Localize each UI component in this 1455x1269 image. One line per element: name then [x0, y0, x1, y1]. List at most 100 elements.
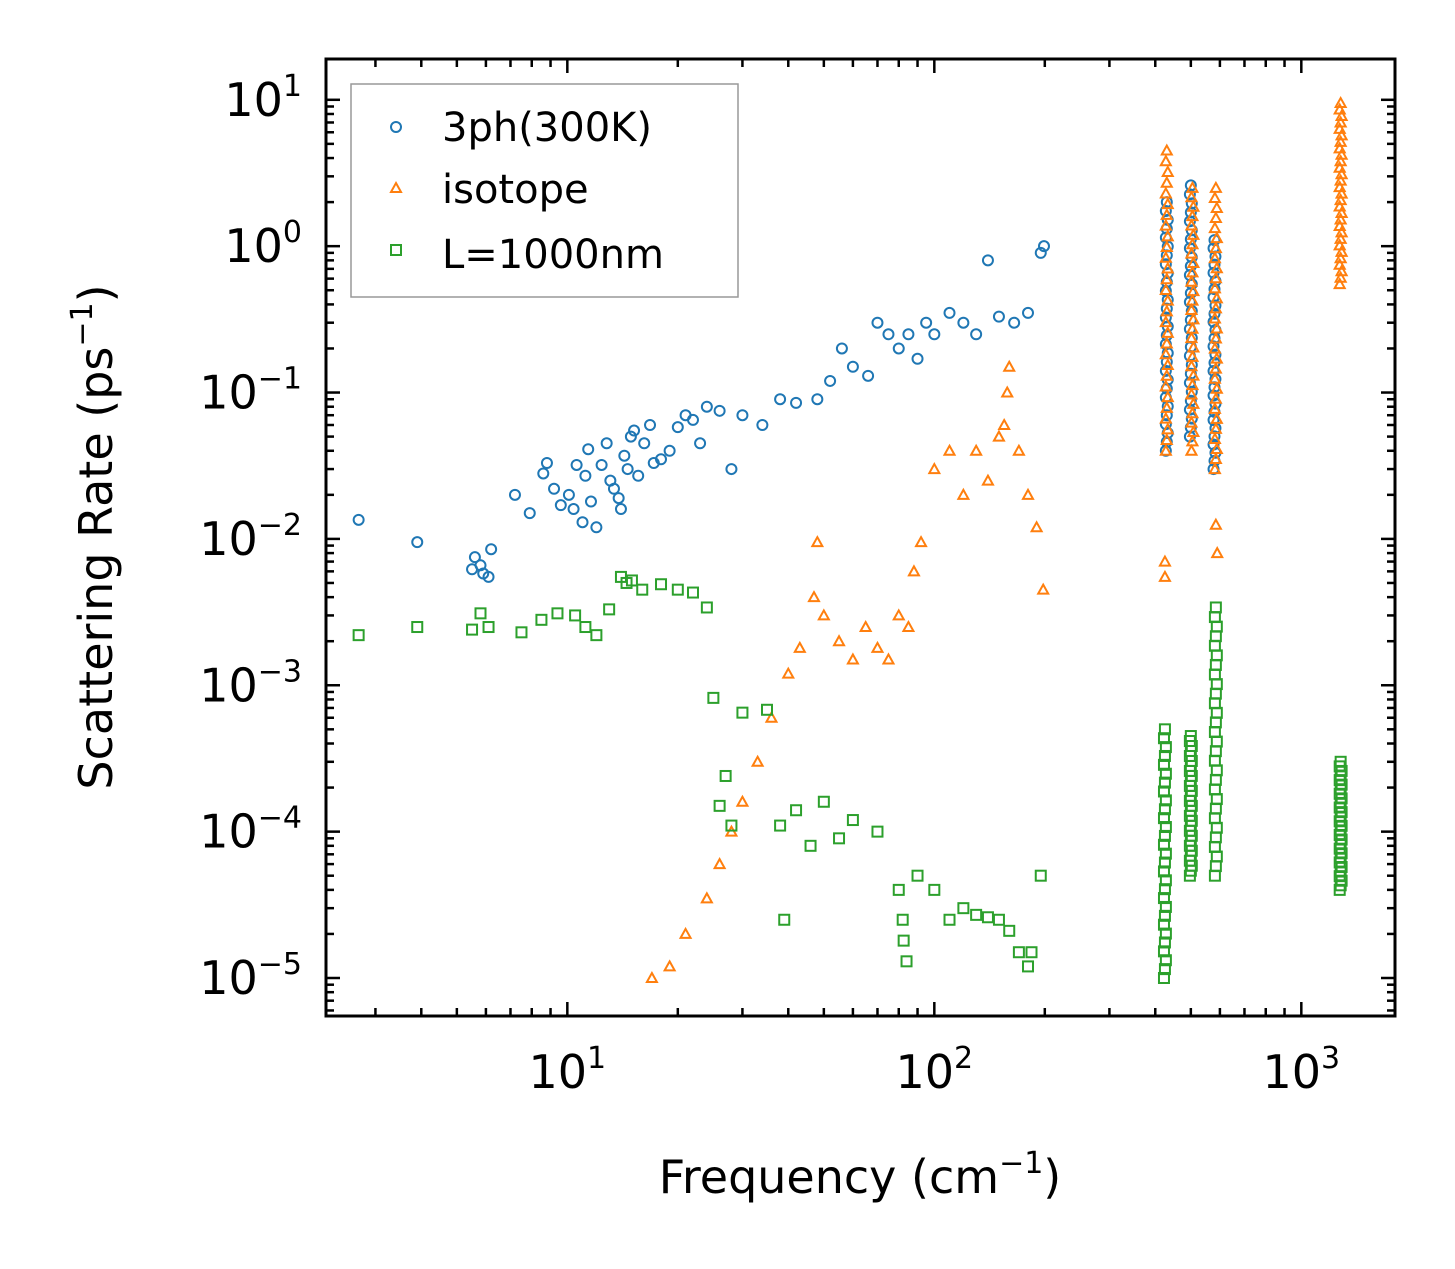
band-point: [1209, 299, 1222, 312]
data-point: [920, 316, 933, 329]
data-point: [662, 959, 677, 972]
band-point: [1160, 336, 1174, 349]
data-point: [882, 328, 895, 341]
data-point: [1003, 924, 1016, 937]
band-point: [1333, 257, 1347, 270]
data-point: [900, 955, 913, 968]
band-point: [1160, 409, 1173, 422]
band-point: [1157, 732, 1170, 745]
band-point: [1334, 244, 1349, 257]
data-point: [540, 457, 553, 470]
data-point: [725, 463, 738, 476]
band-point: [1158, 909, 1171, 922]
data-point: [833, 832, 846, 845]
band-point: [1161, 325, 1175, 338]
band-point: [1334, 147, 1349, 160]
band-point: [1333, 180, 1347, 193]
data-point: [713, 404, 726, 417]
band-point: [1207, 340, 1220, 353]
legend-marker-l1000nm: [390, 244, 402, 256]
series-1-markers: [645, 96, 1349, 983]
data-point: [644, 419, 657, 432]
data-point: [992, 310, 1005, 323]
band-point: [1208, 462, 1222, 475]
data-point: [554, 499, 567, 512]
legend-marker-3ph: [390, 121, 402, 133]
band-point: [1184, 274, 1199, 287]
band-point: [1160, 175, 1174, 188]
band-point: [1333, 160, 1347, 173]
data-point: [508, 488, 521, 501]
band-point: [1210, 441, 1224, 454]
band-point: [1159, 311, 1172, 324]
band-point: [1186, 368, 1201, 381]
data-point: [892, 883, 905, 896]
band-point: [1186, 284, 1201, 297]
data-point: [736, 706, 749, 719]
band-point: [1333, 154, 1348, 167]
y-tick-label: 10−5: [199, 947, 302, 1005]
data-point: [474, 607, 487, 620]
x-tick-label: 101: [529, 1041, 607, 1099]
y-tick-label: 10−4: [199, 801, 302, 859]
data-point: [700, 400, 713, 413]
data-point: [624, 430, 637, 443]
data-point: [579, 469, 592, 482]
data-point: [1025, 946, 1038, 959]
data-point: [832, 634, 846, 647]
band-point: [1159, 282, 1173, 295]
data-point: [970, 328, 983, 341]
data-point: [671, 421, 684, 434]
band-point: [1184, 190, 1199, 203]
data-point: [911, 352, 924, 365]
band-point: [1161, 164, 1175, 178]
data-point: [870, 640, 885, 653]
band-point: [1185, 293, 1200, 306]
band-point: [1159, 847, 1172, 860]
legend: 3ph(300K) isotope L=1000nm: [350, 83, 739, 298]
band-point: [1333, 193, 1348, 206]
data-point: [778, 913, 791, 926]
band-point: [1160, 207, 1174, 220]
data-point: [567, 503, 580, 516]
data-point: [548, 482, 561, 495]
band-point: [1160, 355, 1173, 368]
band-point: [1333, 212, 1348, 225]
data-point: [1209, 517, 1223, 530]
band-point: [1208, 190, 1222, 203]
band-point: [1333, 173, 1348, 186]
band-point: [1157, 838, 1170, 851]
data-point: [655, 453, 668, 466]
data-point: [590, 521, 603, 534]
band-point: [1333, 102, 1347, 115]
y-tick-label: 101: [224, 69, 302, 127]
data-point: [411, 621, 424, 634]
band-point: [1209, 180, 1223, 193]
data-point: [750, 754, 765, 767]
band-point: [1209, 421, 1223, 434]
band-point: [1333, 251, 1348, 264]
band-point: [1207, 414, 1220, 427]
legend-label-isotope: isotope: [442, 167, 589, 213]
band-point: [1185, 209, 1200, 222]
band-point: [1209, 361, 1223, 374]
band-point: [1184, 415, 1199, 428]
data-point: [725, 819, 738, 832]
band-point: [1157, 758, 1170, 771]
band-point: [1209, 301, 1223, 314]
band-point: [1159, 821, 1172, 834]
data-point: [756, 419, 769, 432]
data-point: [671, 583, 684, 596]
band-point: [1186, 255, 1201, 269]
band-point: [1333, 238, 1347, 251]
band-point: [1159, 794, 1172, 807]
data-point: [817, 608, 831, 621]
band-point: [1210, 321, 1224, 334]
data-point: [1034, 246, 1047, 259]
data-point: [892, 608, 906, 621]
band-point: [1184, 218, 1199, 231]
data-point: [781, 666, 795, 679]
data-point: [632, 469, 645, 482]
band-point: [1158, 936, 1171, 949]
band-point: [1184, 302, 1199, 315]
